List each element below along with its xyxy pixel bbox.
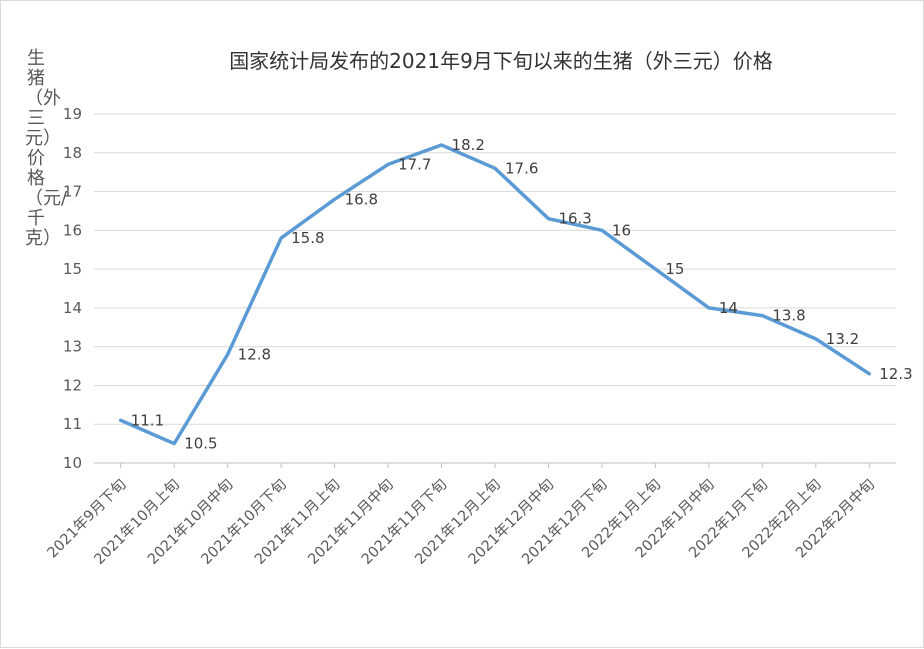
y-tick-label: 14	[63, 299, 82, 317]
data-label: 13.8	[772, 307, 805, 325]
y-tick-label: 10	[63, 454, 82, 472]
y-axis-label: 生猪（外三元）价格（元/千克）	[25, 48, 68, 249]
y-tick-label: 15	[63, 260, 82, 278]
y-tick-label: 13	[63, 338, 82, 356]
data-label: 16	[612, 221, 631, 239]
gridlines	[94, 113, 896, 464]
data-label: 15.8	[291, 229, 324, 247]
chart-title: 国家统计局发布的2021年9月下旬以来的生猪（外三元）价格	[229, 49, 773, 73]
data-label: 10.5	[184, 435, 217, 453]
y-tick-label: 17	[63, 183, 82, 201]
data-label: 13.2	[826, 330, 859, 348]
data-label: 12.3	[879, 365, 912, 383]
data-label: 16.8	[345, 190, 378, 208]
data-labels: 11.1 10.5 12.8 15.8 16.8 17.7 18.2 17.6 16.3 16 15…	[131, 136, 913, 453]
y-tick-label: 19	[63, 105, 82, 123]
data-label: 14	[719, 299, 738, 317]
data-label: 11.1	[131, 411, 164, 429]
data-label: 16.3	[558, 210, 591, 228]
y-tick-label: 18	[63, 144, 82, 162]
y-tick-labels: 10 11 12 13 14 15 16 17 18 19	[63, 105, 82, 472]
data-label: 17.7	[398, 155, 431, 173]
x-tick-labels: 2021年9月下旬2021年10月上旬2021年10月中旬2021年10月下旬2…	[44, 463, 878, 568]
y-tick-label: 16	[63, 221, 82, 239]
data-label: 17.6	[505, 159, 538, 177]
data-label: 15	[665, 260, 684, 278]
data-label: 12.8	[238, 345, 271, 363]
series-line	[118, 143, 872, 446]
data-label: 18.2	[452, 136, 485, 154]
y-tick-label: 12	[63, 376, 82, 394]
y-tick-label: 11	[63, 415, 82, 433]
